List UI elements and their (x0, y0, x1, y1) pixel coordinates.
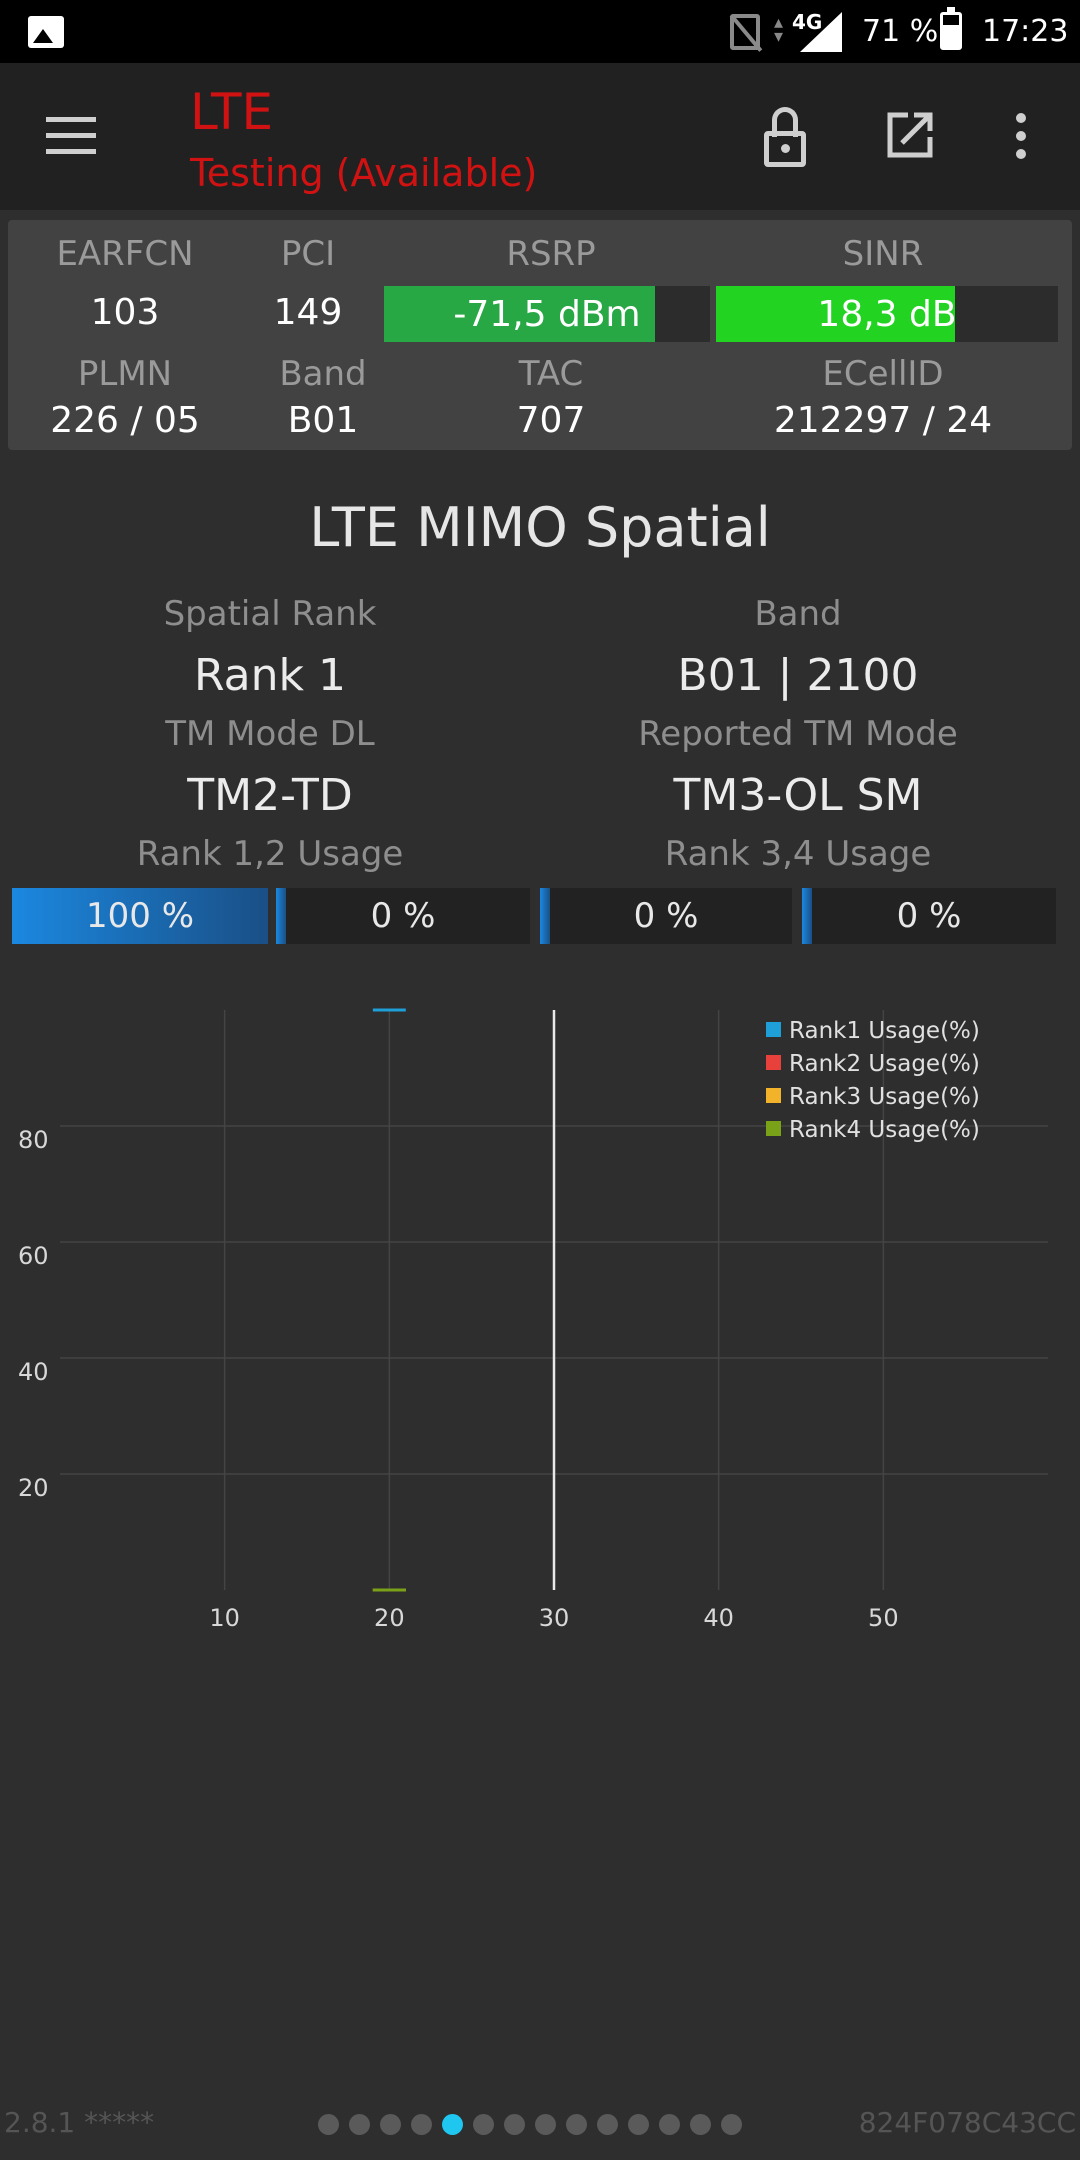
earfcn-value: 103 (90, 292, 160, 333)
plmn-label: PLMN (77, 354, 173, 394)
more-options-icon[interactable] (1016, 113, 1028, 159)
rank4-usage-fill (802, 888, 812, 944)
earfcn-label: EARFCN (56, 234, 194, 274)
section-title: LTE MIMO Spatial (309, 496, 771, 559)
status-bar: ▴ ▾ 4G 71 % 17:23 (0, 0, 1080, 63)
page-dot[interactable] (566, 2114, 587, 2135)
page-dot[interactable] (690, 2114, 711, 2135)
rank-usage-chart[interactable]: 20 40 60 80 10 20 30 40 50 Rank1 Usage(%) Rank2 Us… (0, 990, 1080, 1630)
rsrp-value: -71,5 dBm (453, 293, 641, 335)
battery-percentage: 71 % (862, 14, 939, 49)
rank3-usage-bar: 0 % (540, 888, 792, 944)
y-tick-label: 80 (18, 1126, 49, 1154)
lock-icon[interactable] (764, 107, 806, 167)
signal-icon (800, 12, 842, 52)
rsrp-meter-fill (384, 286, 655, 342)
menu-icon[interactable] (46, 117, 96, 157)
page-dot[interactable] (411, 2114, 432, 2135)
y-tick-label: 60 (18, 1242, 49, 1270)
rank3-usage-fill (540, 888, 550, 944)
band-value-mimo: B01 | 2100 (677, 650, 919, 701)
page-dot[interactable] (721, 2114, 742, 2135)
page-subtitle: Testing (Available) (190, 151, 538, 195)
page-title: LTE (190, 83, 274, 141)
rank4-usage-value: 0 % (896, 896, 962, 936)
sinr-value: 18,3 dB (817, 293, 957, 335)
legend-entry: Rank1 Usage(%) (789, 1018, 980, 1044)
rank1-usage-fill (12, 888, 268, 944)
reported-tm-label: Reported TM Mode (638, 714, 958, 754)
sinr-label: SINR (842, 234, 924, 274)
x-tick-label: 20 (374, 1604, 405, 1630)
plmn-value: 226 / 05 (50, 400, 200, 441)
spatial-rank-label: Spatial Rank (163, 594, 377, 634)
page-dot[interactable] (318, 2114, 339, 2135)
rank2-usage-fill (276, 888, 286, 944)
pci-value: 149 (273, 292, 343, 333)
sinr-meter: 18,3 dB (716, 286, 1058, 342)
rank2-usage-value: 0 % (370, 896, 436, 936)
page-dot[interactable] (349, 2114, 370, 2135)
tm-mode-dl-value: TM2-TD (187, 770, 353, 821)
battery-icon (940, 7, 962, 50)
tac-value: 707 (516, 400, 586, 441)
clock: 17:23 (982, 14, 1069, 49)
x-tick-label: 30 (539, 1604, 570, 1630)
tac-label: TAC (518, 354, 584, 394)
legend-swatch (766, 1088, 781, 1103)
toolbar: LTE Testing (Available) (0, 63, 1080, 210)
band-label: Band (279, 354, 367, 394)
no-sim-icon (730, 14, 760, 50)
rsrp-meter: -71,5 dBm (384, 286, 710, 342)
pci-label: PCI (280, 234, 336, 274)
x-tick-label: 40 (703, 1604, 734, 1630)
page-indicator[interactable] (318, 2114, 742, 2136)
x-tick-label: 10 (209, 1604, 240, 1630)
legend-entry: Rank4 Usage(%) (789, 1117, 980, 1143)
spatial-rank-value: Rank 1 (194, 650, 346, 701)
app-version: 2.8.1 ***** (4, 2106, 155, 2139)
y-tick-label: 40 (18, 1358, 49, 1386)
legend-swatch (766, 1055, 781, 1070)
open-external-icon[interactable] (886, 111, 934, 159)
legend-swatch (766, 1121, 781, 1136)
page-dot[interactable] (380, 2114, 401, 2135)
rank12-usage-label: Rank 1,2 Usage (136, 834, 404, 874)
legend-swatch (766, 1022, 781, 1037)
rank4-usage-bar: 0 % (802, 888, 1056, 944)
data-activity-icon: ▴ ▾ (774, 12, 784, 47)
page-dot[interactable] (597, 2114, 618, 2135)
legend-entry: Rank3 Usage(%) (789, 1084, 980, 1110)
image-notification-icon (28, 16, 64, 48)
network-type: 4G (792, 10, 823, 34)
page-dot[interactable] (504, 2114, 525, 2135)
page-dot[interactable] (535, 2114, 556, 2135)
sinr-meter-fill (716, 286, 956, 342)
rank1-usage-bar: 100 % (12, 888, 268, 944)
page-dot[interactable] (659, 2114, 680, 2135)
cell-info-panel: EARFCN PCI RSRP SINR 103 149 -71,5 dBm 1… (8, 220, 1072, 450)
page-dot[interactable] (628, 2114, 649, 2135)
rank34-usage-label: Rank 3,4 Usage (664, 834, 932, 874)
legend-entry: Rank2 Usage(%) (789, 1051, 980, 1077)
rank3-usage-value: 0 % (633, 896, 699, 936)
band-label-mimo: Band (754, 594, 842, 634)
rsrp-label: RSRP (506, 234, 596, 274)
ecellid-value: 212297 / 24 (773, 400, 993, 441)
reported-tm-value: TM3-OL SM (673, 770, 923, 821)
ecellid-label: ECellID (822, 354, 944, 394)
y-tick-label: 20 (18, 1474, 49, 1502)
rank1-usage-value: 100 % (85, 896, 194, 936)
device-id: 824F078C43CC (858, 2106, 1076, 2139)
rank2-usage-bar: 0 % (276, 888, 530, 944)
page-dot[interactable] (442, 2114, 463, 2135)
band-value: B01 (287, 400, 359, 441)
x-tick-label: 50 (868, 1604, 899, 1630)
tm-mode-dl-label: TM Mode DL (165, 714, 375, 754)
page-dot[interactable] (473, 2114, 494, 2135)
